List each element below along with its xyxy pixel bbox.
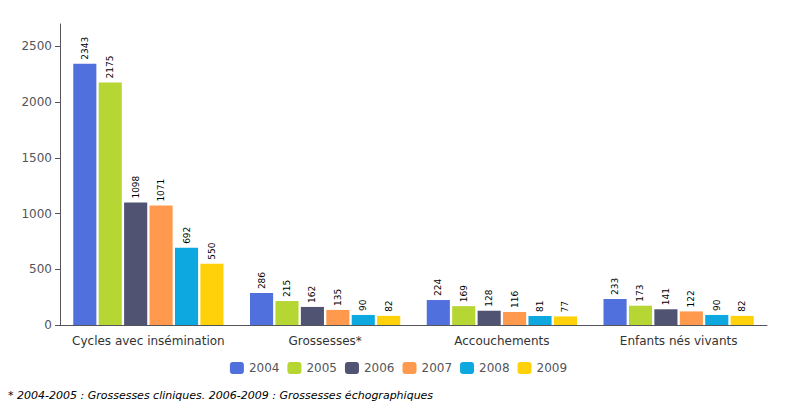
svg-text:173: 173	[635, 285, 645, 302]
svg-text:169: 169	[459, 285, 469, 302]
svg-text:1071: 1071	[156, 179, 166, 202]
svg-text:2000: 2000	[21, 95, 52, 109]
svg-text:286: 286	[257, 272, 267, 289]
svg-text:90: 90	[358, 299, 368, 311]
svg-text:135: 135	[333, 289, 343, 306]
svg-text:1500: 1500	[21, 151, 52, 165]
svg-text:2005: 2005	[306, 361, 337, 375]
svg-text:2009: 2009	[537, 361, 568, 375]
svg-text:215: 215	[282, 280, 292, 297]
svg-text:692: 692	[182, 227, 192, 244]
svg-text:82: 82	[384, 300, 394, 311]
svg-text:2007: 2007	[422, 361, 453, 375]
svg-text:162: 162	[307, 286, 317, 303]
svg-text:2500: 2500	[21, 39, 52, 53]
svg-text:Grossesses*: Grossesses*	[288, 334, 361, 348]
svg-text:90: 90	[712, 299, 722, 311]
svg-text:141: 141	[661, 288, 671, 305]
svg-text:2006: 2006	[364, 361, 395, 375]
svg-text:2343: 2343	[80, 37, 90, 60]
svg-text:550: 550	[207, 242, 217, 259]
svg-text:128: 128	[484, 289, 494, 306]
svg-text:2008: 2008	[479, 361, 510, 375]
svg-text:82: 82	[737, 300, 747, 311]
svg-text:Cycles avec insémination: Cycles avec insémination	[72, 334, 225, 348]
svg-text:2004: 2004	[249, 361, 280, 375]
svg-text:0: 0	[44, 318, 52, 332]
svg-text:81: 81	[535, 301, 545, 312]
svg-text:116: 116	[510, 291, 520, 308]
svg-text:224: 224	[433, 279, 443, 296]
svg-text:Accouchements: Accouchements	[454, 334, 549, 348]
svg-text:Enfants nés vivants: Enfants nés vivants	[620, 334, 738, 348]
svg-text:* 2004-2005 : Grossesses clini: * 2004-2005 : Grossesses cliniques. 2006…	[8, 389, 433, 402]
svg-text:122: 122	[686, 290, 696, 307]
svg-text:233: 233	[610, 278, 620, 295]
svg-text:2175: 2175	[105, 56, 115, 79]
svg-text:1098: 1098	[131, 175, 141, 198]
svg-text:500: 500	[29, 262, 52, 276]
svg-text:77: 77	[560, 301, 570, 312]
svg-text:1000: 1000	[21, 207, 52, 221]
